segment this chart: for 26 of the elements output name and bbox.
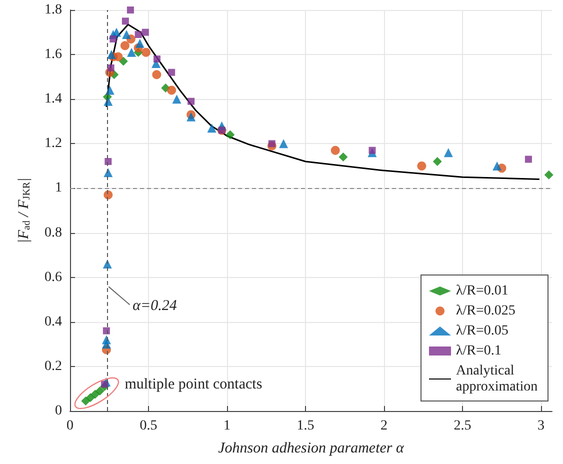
x-tick-label: 1.5 bbox=[296, 418, 314, 434]
legend-label: λ/R=0.025 bbox=[456, 304, 516, 318]
ref-line-label: α=0.24 bbox=[132, 298, 178, 314]
x-tick-label: 0 bbox=[66, 418, 74, 434]
y-tick-label: 1.8 bbox=[44, 2, 62, 18]
y-axis-title: |Fad / FJKR| bbox=[16, 178, 32, 244]
x-tick-label: 2 bbox=[380, 418, 388, 434]
y-tick-label: 1.4 bbox=[44, 92, 62, 107]
y-tick-label: 0 bbox=[55, 404, 62, 418]
x-tick-label: 3 bbox=[538, 418, 545, 434]
y-tick-label: 0.8 bbox=[44, 225, 62, 240]
x-axis-title: Johnson adhesion parameter α bbox=[218, 440, 406, 456]
legend-label: λ/R=0.01 bbox=[456, 284, 508, 298]
legend-label: Analytical approximation bbox=[456, 364, 538, 394]
x-tick-label: 0.5 bbox=[140, 418, 158, 434]
y-tick-label: 1 bbox=[55, 180, 62, 196]
y-tick-label: 0.2 bbox=[44, 358, 62, 374]
x-tick-label: 1 bbox=[224, 418, 231, 434]
annotation: multiple point contacts bbox=[124, 376, 262, 393]
legend-label: λ/R=0.05 bbox=[456, 324, 508, 338]
y-tick-label: 0.6 bbox=[44, 270, 62, 285]
x-tick-label: 2.5 bbox=[454, 418, 472, 434]
y-tick-label: 1.2 bbox=[44, 136, 62, 152]
y-tick-label: 0.4 bbox=[44, 314, 62, 330]
y-tick-label: 1.6 bbox=[44, 47, 62, 62]
legend-label: λ/R=0.1 bbox=[456, 344, 502, 358]
